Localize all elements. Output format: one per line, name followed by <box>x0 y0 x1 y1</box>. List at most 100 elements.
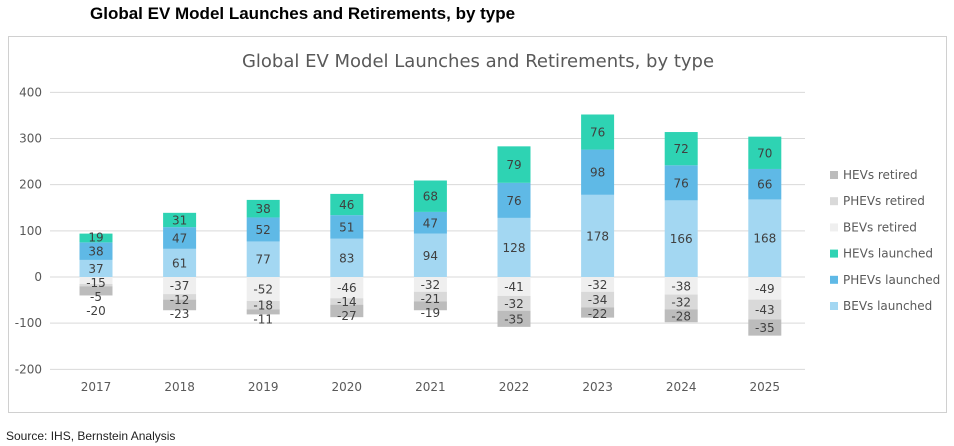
bar-segment <box>79 286 113 296</box>
bar-segment <box>163 294 197 300</box>
y-tick-label: 100 <box>19 224 42 238</box>
data-label: 47 <box>172 231 187 245</box>
data-label: 178 <box>586 229 609 243</box>
data-label: 77 <box>256 253 271 267</box>
data-label: 79 <box>506 158 521 172</box>
bar-segment <box>581 307 615 318</box>
data-label: -28 <box>671 309 691 323</box>
data-label: 38 <box>88 245 103 259</box>
bar-segment <box>246 277 280 302</box>
bar-segment <box>497 295 531 311</box>
bar-segment <box>748 136 782 169</box>
bar-segment <box>664 132 698 166</box>
bar-segment <box>163 248 197 277</box>
bar-segment <box>748 319 782 336</box>
data-label: -32 <box>671 295 691 309</box>
legend-label: PHEVs launched <box>843 273 940 287</box>
data-label: -35 <box>504 312 524 326</box>
y-tick-label: 0 <box>34 270 42 284</box>
data-label: -20 <box>86 304 106 318</box>
legend-swatch <box>830 302 838 310</box>
data-label: -32 <box>504 297 524 311</box>
bar-segment <box>79 233 113 243</box>
legend-label: PHEVs retired <box>843 194 925 208</box>
data-label: 76 <box>674 176 689 190</box>
bar-segment <box>581 149 615 195</box>
chart-title: Global EV Model Launches and Retirements… <box>242 51 714 72</box>
bar-segment <box>748 299 782 320</box>
bar-segment <box>748 168 782 200</box>
data-label: -46 <box>337 281 357 295</box>
legend-swatch <box>830 197 838 206</box>
y-tick-label: 200 <box>19 178 42 192</box>
bar-segment <box>413 291 447 302</box>
data-label: 76 <box>506 194 521 208</box>
data-label: 70 <box>757 146 772 160</box>
bar-segment <box>664 309 698 323</box>
bar-segment <box>581 291 615 308</box>
data-label: 47 <box>423 216 438 230</box>
bar-segment <box>330 193 364 216</box>
bar-segment <box>330 238 364 277</box>
bar-segment <box>79 242 113 260</box>
bar-segment <box>748 277 782 300</box>
bar-segment <box>581 194 615 277</box>
page-title: Global EV Model Launches and Retirements… <box>90 4 516 23</box>
x-tick-label: 2019 <box>248 380 279 394</box>
legend-swatch <box>830 249 838 258</box>
legend-swatch <box>830 275 838 284</box>
x-tick-label: 2017 <box>81 380 112 394</box>
data-label: 38 <box>256 202 271 216</box>
bar-segment <box>79 259 113 277</box>
data-label: -21 <box>421 292 441 306</box>
data-label: -32 <box>588 278 608 292</box>
y-tick-label: -200 <box>15 362 42 376</box>
source-note: Source: IHS, Bernstein Analysis <box>6 429 176 443</box>
data-label: -23 <box>170 307 190 321</box>
data-label: 128 <box>503 241 526 255</box>
x-tick-label: 2021 <box>415 380 446 394</box>
data-label: -35 <box>755 321 775 335</box>
data-label: -34 <box>588 293 608 307</box>
bar-segment <box>413 277 447 292</box>
bar-segment <box>748 199 782 277</box>
x-tick-label: 2018 <box>164 380 195 394</box>
bar-segment <box>246 217 280 242</box>
bar-segment <box>163 212 197 228</box>
y-tick-label: 300 <box>19 132 42 146</box>
data-label: -32 <box>421 278 441 292</box>
data-label: 52 <box>256 223 271 237</box>
data-label: 68 <box>423 190 438 204</box>
x-tick-label: 2020 <box>332 380 363 394</box>
data-label: -38 <box>671 279 691 293</box>
data-label: -5 <box>90 290 102 304</box>
bar-segment <box>163 299 197 311</box>
data-label: -52 <box>253 283 273 297</box>
data-label: 37 <box>88 262 103 276</box>
bar-segment <box>246 241 280 277</box>
bar-segment <box>330 298 364 305</box>
y-tick-label: -100 <box>15 316 42 330</box>
bar-segment <box>163 227 197 249</box>
bar-segment <box>497 146 531 183</box>
data-label: 46 <box>339 198 354 212</box>
bar-segment <box>497 310 531 327</box>
data-label: -43 <box>755 303 775 317</box>
bar-segment <box>413 211 447 234</box>
bar-segment <box>581 114 615 150</box>
data-label: -27 <box>337 309 357 323</box>
bar-segment <box>497 277 531 296</box>
data-label: 98 <box>590 166 605 180</box>
data-label: -11 <box>253 313 273 327</box>
bar-segment <box>413 233 447 277</box>
data-label: 51 <box>339 220 354 234</box>
data-label: -14 <box>337 295 357 309</box>
bar-segment <box>246 309 280 315</box>
legend-swatch <box>830 223 838 232</box>
bar-segment <box>581 277 615 292</box>
bar-segment <box>163 277 197 295</box>
bar-segment <box>664 294 698 310</box>
legend-label: BEVs launched <box>843 299 932 313</box>
data-label: 94 <box>423 249 438 263</box>
